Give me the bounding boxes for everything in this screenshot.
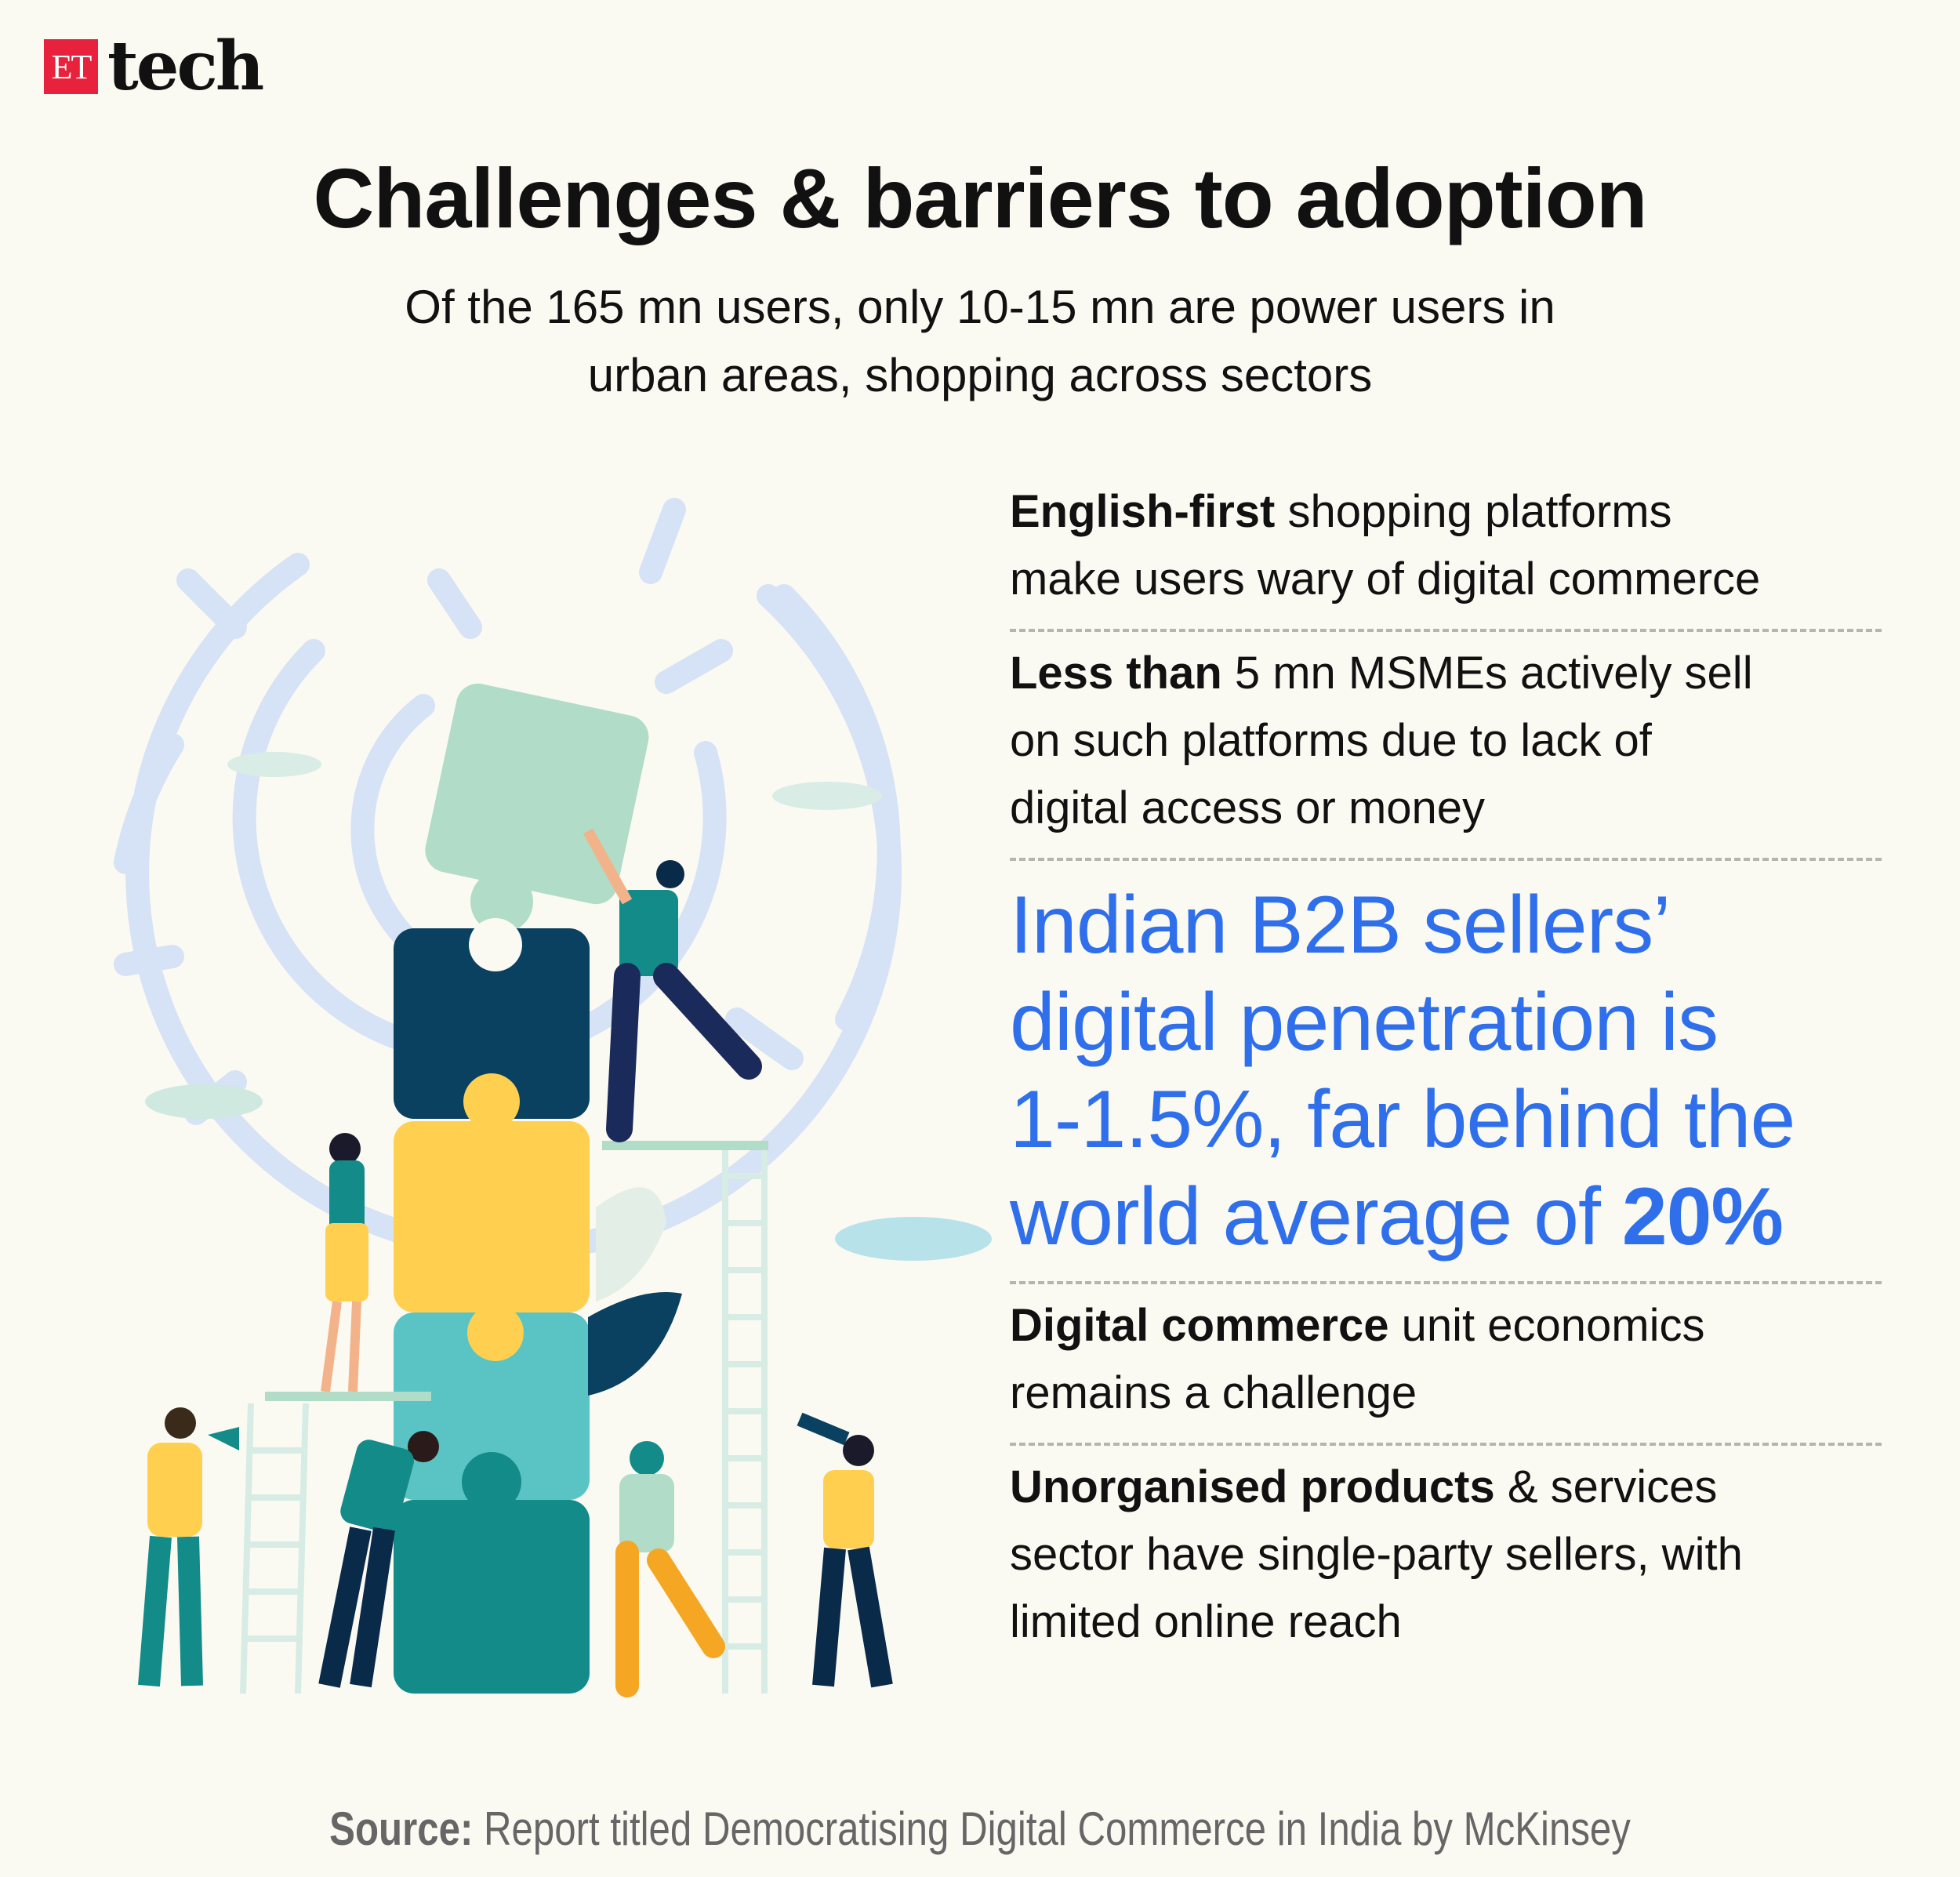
challenge-item: Less than 5 mn MSMEs actively sell on su… — [1010, 632, 1882, 858]
item-text: make users wary of digital commerce — [1010, 554, 1761, 604]
item-text: digital access or money — [1010, 782, 1486, 833]
item-text: & services — [1494, 1461, 1718, 1512]
dashed-divider — [1010, 1281, 1882, 1284]
page-title: Challenges & barriers to adoption — [313, 151, 1647, 245]
highlight-line: Indian B2B sellers’ — [1010, 880, 1671, 971]
item-bold: Digital commerce — [1010, 1300, 1389, 1351]
subtitle-line: Of the 165 mn users, only 10-15 mn are p… — [405, 281, 1555, 333]
source-text: Report titled Democratising Digital Comm… — [473, 1803, 1631, 1855]
subtitle: Of the 165 mn users, only 10-15 mn are p… — [0, 273, 1960, 409]
item-text: remains a challenge — [1010, 1367, 1417, 1418]
logo-word: tech — [107, 27, 264, 106]
challenge-item: Unorganised products & services sector h… — [1010, 1446, 1882, 1672]
item-text: limited online reach — [1010, 1596, 1402, 1647]
highlight-line: digital penetration is — [1010, 977, 1719, 1068]
challenge-item: English-first shopping platforms make us… — [1010, 470, 1882, 629]
item-text: 5 mn MSMEs actively sell — [1221, 648, 1753, 699]
dashed-divider — [1010, 629, 1882, 632]
dashed-divider — [1010, 858, 1882, 861]
source-note: Source: Report titled Democratising Digi… — [0, 1802, 1960, 1856]
subtitle-line: urban areas, shopping across sectors — [587, 349, 1373, 401]
item-text: sector have single-party sellers, with — [1010, 1529, 1743, 1580]
item-bold: English-first — [1010, 486, 1276, 537]
challenge-item: Digital commerce unit economics remains … — [1010, 1284, 1882, 1443]
dashed-divider — [1010, 1443, 1882, 1446]
highlight-line: world average of — [1010, 1171, 1622, 1262]
highlight-line: 1-1.5%, far behind the — [1010, 1074, 1795, 1165]
item-text: on such platforms due to lack of — [1010, 715, 1652, 766]
logo-box: ET — [44, 39, 98, 94]
item-text: shopping platforms — [1275, 486, 1672, 537]
highlight-stat: Indian B2B sellers’ digital penetration … — [1010, 861, 1882, 1281]
puzzle-team-maze-illustration — [114, 498, 992, 1697]
highlight-bold-value: 20% — [1621, 1171, 1784, 1262]
challenges-list: English-first shopping platforms make us… — [1010, 470, 1882, 1672]
item-bold: Unorganised products — [1010, 1461, 1495, 1512]
source-label: Source: — [329, 1803, 474, 1855]
item-text: unit economics — [1388, 1300, 1705, 1351]
item-bold: Less than — [1010, 648, 1222, 699]
ettech-logo: ET tech — [44, 27, 264, 106]
